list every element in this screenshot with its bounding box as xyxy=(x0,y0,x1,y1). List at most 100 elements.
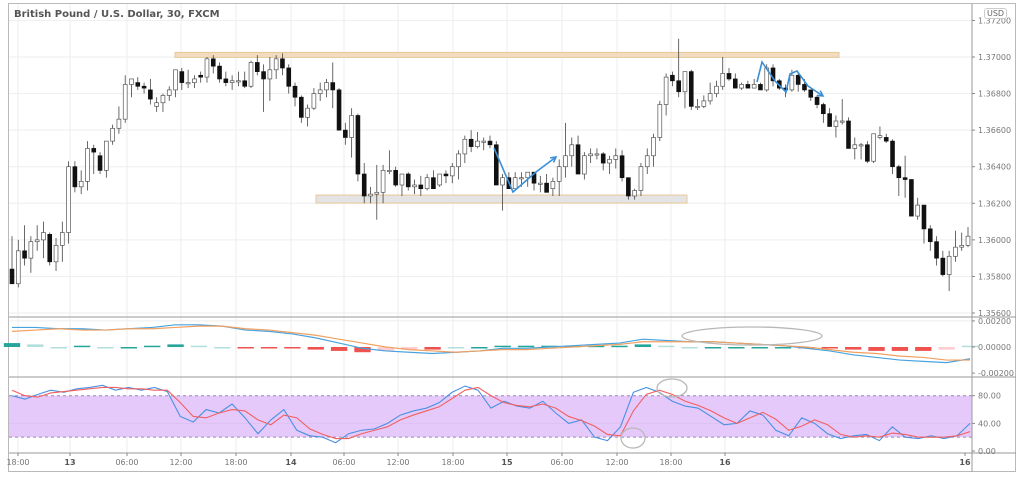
candle xyxy=(443,170,449,184)
candle xyxy=(412,179,417,195)
candle xyxy=(487,135,493,149)
svg-text:16: 16 xyxy=(959,458,971,467)
svg-text:80.00: 80.00 xyxy=(978,392,1001,401)
svg-text:1.36200: 1.36200 xyxy=(978,199,1011,208)
candle xyxy=(475,131,480,149)
candle xyxy=(418,175,424,196)
candle xyxy=(726,67,732,81)
candle xyxy=(600,152,606,171)
candle xyxy=(846,117,851,149)
highlight-ellipse xyxy=(620,427,646,449)
candle xyxy=(393,166,398,187)
candle xyxy=(613,148,619,169)
candle xyxy=(808,89,814,101)
candle xyxy=(556,159,562,196)
candle xyxy=(563,122,568,178)
highlight-ellipse xyxy=(681,326,823,346)
candle xyxy=(493,141,499,186)
candle xyxy=(47,232,53,266)
candle xyxy=(883,133,889,143)
candle xyxy=(751,78,757,89)
chart-frame xyxy=(8,3,1016,472)
svg-text:40.00: 40.00 xyxy=(978,419,1001,428)
candle xyxy=(198,71,203,83)
candle xyxy=(915,197,920,220)
candle xyxy=(148,78,153,105)
candle xyxy=(179,67,185,90)
candle xyxy=(827,108,832,127)
candle xyxy=(299,95,304,123)
candle xyxy=(575,135,581,175)
candle xyxy=(651,133,656,167)
candle xyxy=(594,148,600,160)
candle xyxy=(135,77,141,90)
candle xyxy=(714,80,719,98)
candle xyxy=(670,71,675,87)
candle xyxy=(852,137,858,160)
currency-badge[interactable]: USD xyxy=(984,8,1008,19)
svg-text:1.36600: 1.36600 xyxy=(978,126,1011,135)
candle xyxy=(500,174,505,211)
candle xyxy=(839,99,845,125)
candle xyxy=(343,122,348,145)
candle xyxy=(273,55,279,79)
candle xyxy=(462,135,468,164)
svg-text:16: 16 xyxy=(719,458,731,467)
candle xyxy=(865,141,870,164)
svg-text:12:00: 12:00 xyxy=(169,458,192,467)
candle xyxy=(387,150,392,175)
candle xyxy=(122,75,128,123)
candle xyxy=(116,106,122,134)
candle xyxy=(965,227,971,248)
svg-text:0.00200: 0.00200 xyxy=(978,317,1011,326)
candle xyxy=(91,144,97,175)
highlight-ellipse xyxy=(656,378,688,398)
price-zones xyxy=(174,51,840,204)
candle xyxy=(129,78,134,98)
candle xyxy=(248,60,254,89)
candle xyxy=(946,250,952,292)
candlestick-series xyxy=(9,38,971,292)
candle xyxy=(468,130,474,153)
candle xyxy=(110,124,115,145)
svg-text:18:00: 18:00 xyxy=(224,458,247,467)
candle xyxy=(531,171,537,191)
candle xyxy=(676,38,681,98)
svg-text:1.36400: 1.36400 xyxy=(978,163,1011,172)
candle xyxy=(424,174,430,191)
candle xyxy=(758,82,763,91)
candle xyxy=(871,133,876,164)
candle xyxy=(361,163,367,204)
svg-text:12:00: 12:00 xyxy=(605,458,628,467)
candle xyxy=(311,88,317,111)
svg-text:1.35600: 1.35600 xyxy=(978,309,1011,318)
svg-text:06:00: 06:00 xyxy=(332,458,355,467)
candle xyxy=(739,82,744,90)
candle xyxy=(380,164,386,204)
candle xyxy=(921,204,927,244)
svg-text:1.35800: 1.35800 xyxy=(978,272,1011,281)
candle xyxy=(286,64,292,94)
candle xyxy=(619,150,625,182)
candle xyxy=(582,152,587,180)
candle xyxy=(292,82,298,107)
svg-text:0.00: 0.00 xyxy=(978,447,996,456)
candle xyxy=(707,82,713,105)
candle xyxy=(399,173,405,196)
svg-text:06:00: 06:00 xyxy=(115,458,138,467)
candle xyxy=(795,71,801,92)
svg-text:06:00: 06:00 xyxy=(550,458,573,467)
svg-text:13: 13 xyxy=(64,458,75,467)
candle xyxy=(185,69,191,89)
candle xyxy=(512,172,518,190)
candle xyxy=(821,102,826,123)
axes: 1.37200 1.37000 1.36800 1.36600 1.36400 1.362… xyxy=(6,4,1016,472)
candle xyxy=(638,163,644,196)
candle xyxy=(877,126,883,140)
candle xyxy=(927,225,933,251)
candle xyxy=(210,55,216,74)
candle xyxy=(896,164,902,196)
candle xyxy=(204,57,210,83)
macd-pane xyxy=(3,320,979,364)
